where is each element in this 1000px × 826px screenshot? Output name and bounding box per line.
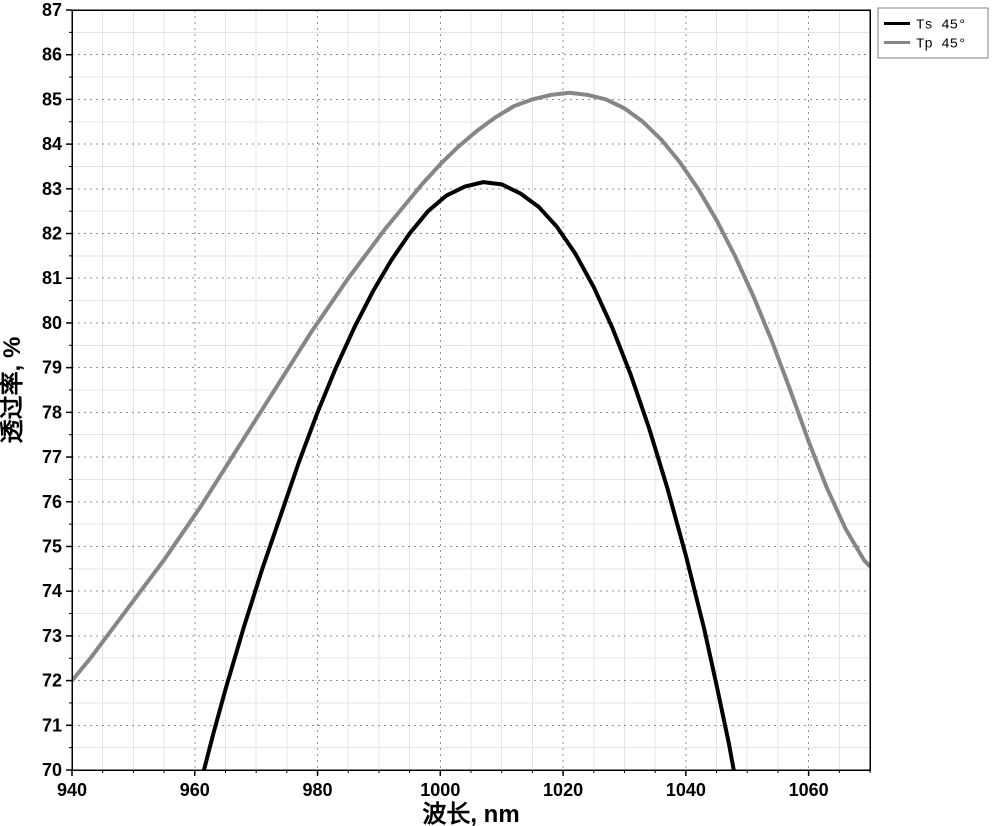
- y-tick-label: 72: [42, 671, 62, 691]
- y-tick-label: 70: [42, 760, 62, 780]
- x-tick-label: 960: [180, 780, 210, 800]
- legend: Ts 45° Tp 45°: [878, 8, 988, 58]
- y-tick-label: 71: [42, 715, 62, 735]
- y-tick-label: 76: [42, 492, 62, 512]
- x-tick-label: 1060: [789, 780, 829, 800]
- x-tick-label: 940: [57, 780, 87, 800]
- y-tick-label: 83: [42, 179, 62, 199]
- y-tick-label: 82: [42, 224, 62, 244]
- x-tick-label: 1040: [666, 780, 706, 800]
- y-axis-title: 透过率, %: [0, 337, 26, 444]
- legend-label: Ts 45°: [916, 18, 966, 34]
- y-tick-label: 81: [42, 268, 62, 288]
- x-tick-label: 1020: [543, 780, 583, 800]
- y-tick-label: 79: [42, 358, 62, 378]
- y-tick-label: 73: [42, 626, 62, 646]
- y-tick-label: 85: [42, 89, 62, 109]
- y-tick-label: 84: [42, 134, 62, 154]
- y-tick-label: 75: [42, 536, 62, 556]
- x-tick-label: 1000: [420, 780, 460, 800]
- y-tick-label: 74: [42, 581, 62, 601]
- transmittance-chart: 940 960 980 1000 1020 1040 1060 70 71 72 73 74 75 76 7…: [0, 0, 1000, 826]
- x-tick-label: 980: [303, 780, 333, 800]
- y-tick-label: 86: [42, 45, 62, 65]
- legend-label: Tp 45°: [916, 37, 966, 53]
- x-axis-title: 波长, nm: [422, 801, 519, 826]
- y-tick-label: 77: [42, 447, 62, 467]
- y-tick-label: 87: [42, 0, 62, 20]
- y-tick-label: 78: [42, 402, 62, 422]
- y-tick-label: 80: [42, 313, 62, 333]
